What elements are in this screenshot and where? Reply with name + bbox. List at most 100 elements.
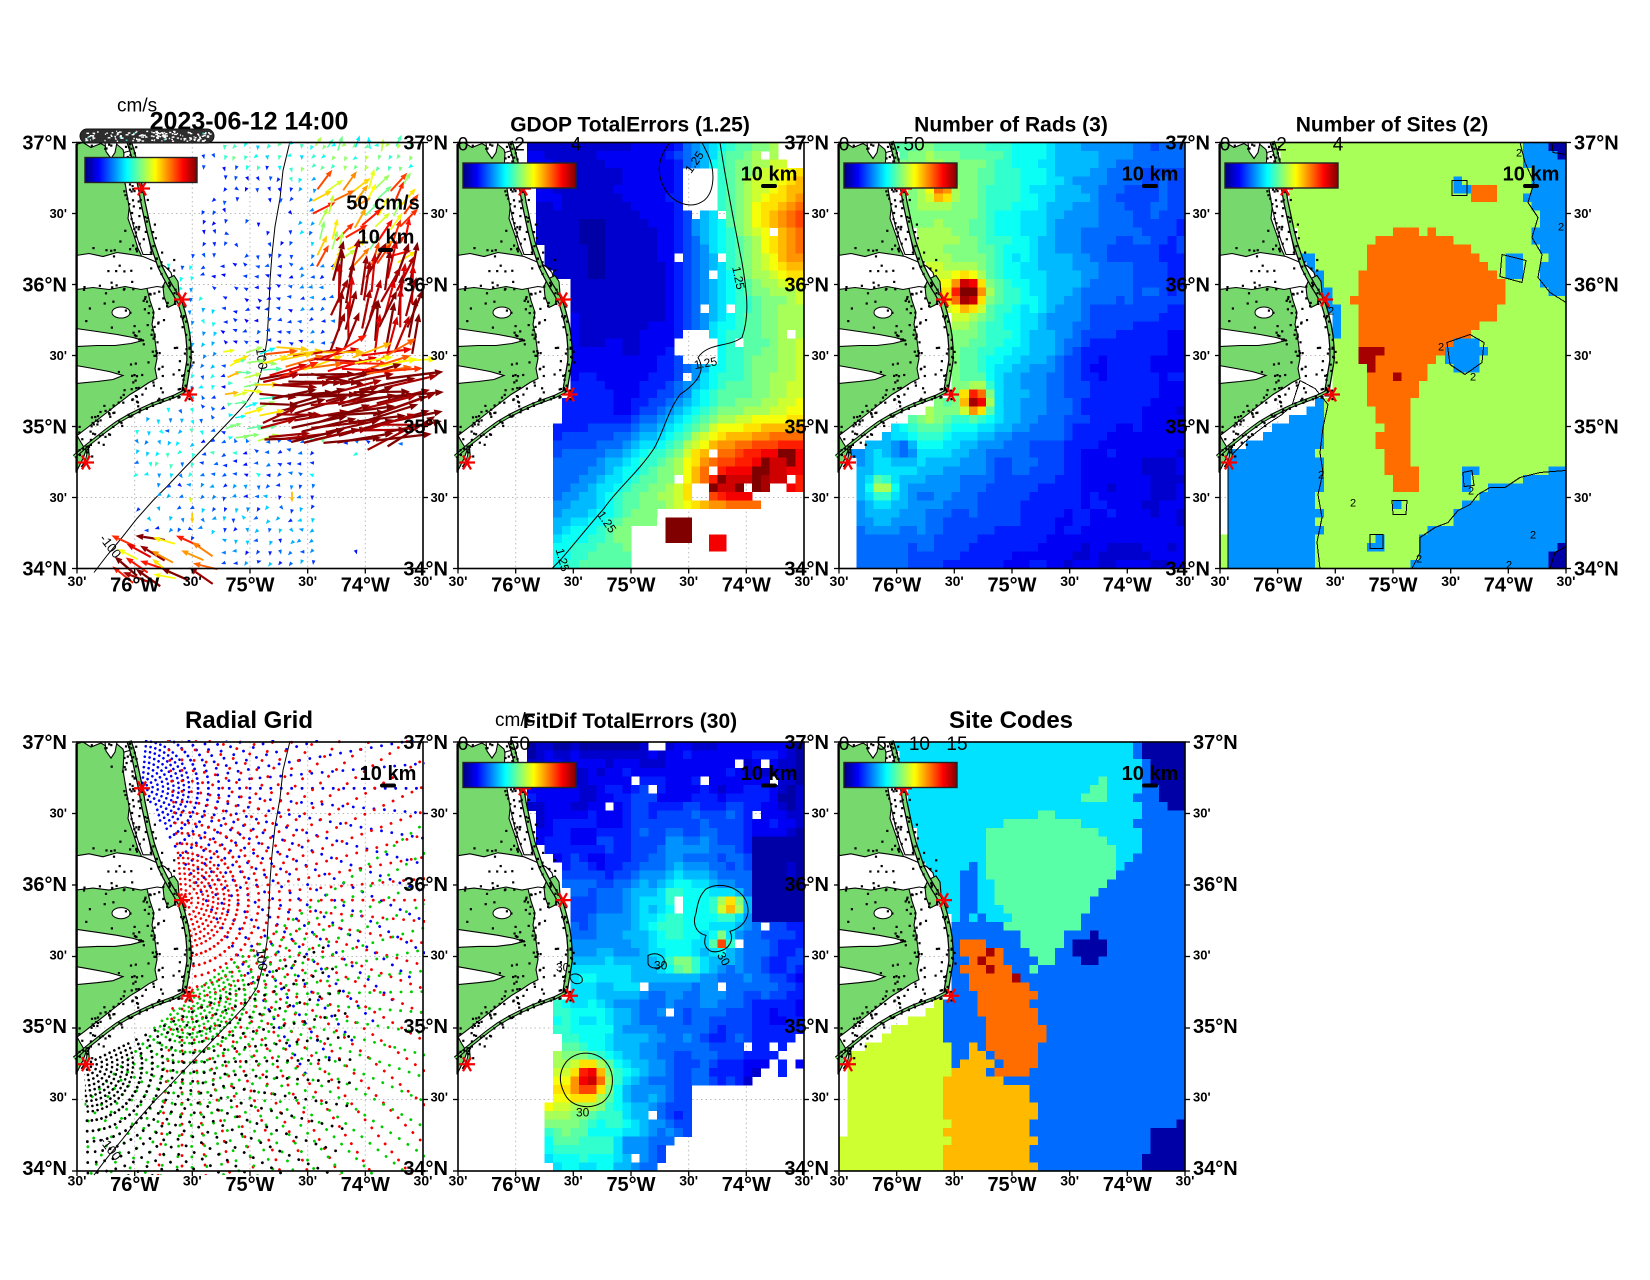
svg-text:30: 30 [654,959,668,973]
svg-text:30': 30' [1176,573,1195,589]
svg-text:30': 30' [1060,573,1079,589]
svg-text:30': 30' [449,573,468,589]
svg-text:10 km: 10 km [1122,763,1179,785]
svg-text:74°W: 74°W [341,575,390,597]
svg-text:37°N: 37°N [403,732,448,754]
svg-text:30': 30' [1192,206,1210,221]
svg-text:1.25: 1.25 [729,265,748,291]
svg-text:30': 30' [68,1173,87,1189]
svg-text:1.25: 1.25 [693,354,719,372]
svg-text:75°W: 75°W [987,1174,1036,1196]
svg-text:30': 30' [564,1173,583,1189]
svg-text:35°N: 35°N [22,1016,67,1038]
svg-text:30': 30' [811,348,829,363]
svg-text:-100: -100 [97,1134,125,1164]
svg-text:36°N: 36°N [784,275,829,297]
svg-text:2: 2 [1470,372,1476,384]
svg-text:74°W: 74°W [722,1174,771,1196]
svg-text:30': 30' [679,1173,698,1189]
svg-text:30': 30' [68,573,87,589]
svg-text:76°W: 76°W [872,575,921,597]
svg-text:Number of Sites (2): Number of Sites (2) [1296,114,1489,137]
svg-text:30': 30' [945,1173,964,1189]
svg-text:30': 30' [298,1173,317,1189]
svg-text:30: 30 [576,1106,590,1120]
svg-text:30: 30 [714,950,733,969]
svg-text:100: 100 [253,948,270,971]
svg-text:4: 4 [1333,135,1344,156]
svg-text:30': 30' [1326,573,1345,589]
svg-text:30': 30' [49,206,67,221]
svg-text:36°N: 36°N [1574,275,1619,297]
svg-text:74°W: 74°W [1484,575,1533,597]
svg-text:30': 30' [1557,573,1576,589]
svg-text:30': 30' [1193,806,1211,821]
svg-text:30': 30' [795,1173,814,1189]
svg-text:4: 4 [571,135,582,156]
svg-text:30': 30' [298,573,317,589]
svg-text:0: 0 [1220,135,1231,156]
svg-text:2: 2 [1506,560,1512,572]
svg-text:2: 2 [1416,554,1422,566]
svg-text:76°W: 76°W [491,1174,540,1196]
svg-text:74°W: 74°W [1103,1174,1152,1196]
svg-text:30': 30' [945,573,964,589]
svg-text:2: 2 [1438,342,1444,354]
svg-text:30': 30' [1192,490,1210,505]
svg-text:30': 30' [49,948,67,963]
svg-text:30': 30' [830,573,849,589]
svg-text:5: 5 [876,734,887,755]
svg-text:37°N: 37°N [403,133,448,155]
svg-text:30': 30' [1192,348,1210,363]
svg-text:GDOP TotalErrors (1.25): GDOP TotalErrors (1.25) [510,114,750,137]
svg-text:36°N: 36°N [1165,275,1210,297]
svg-text:0: 0 [458,135,469,156]
svg-text:30': 30' [811,1090,829,1105]
svg-text:30': 30' [1574,348,1592,363]
svg-text:30': 30' [449,1173,468,1189]
svg-text:74°W: 74°W [1103,575,1152,597]
svg-text:34°N: 34°N [784,559,829,581]
svg-text:30': 30' [1193,1090,1211,1105]
svg-text:2: 2 [1350,498,1356,510]
svg-text:FitDif TotalErrors (30): FitDif TotalErrors (30) [523,710,737,733]
svg-text:50: 50 [509,734,530,755]
svg-text:74°W: 74°W [722,575,771,597]
svg-text:2: 2 [1558,222,1564,234]
svg-text:2: 2 [1328,306,1334,318]
svg-text:30': 30' [1574,490,1592,505]
svg-text:76°W: 76°W [491,575,540,597]
svg-text:30': 30' [1574,206,1592,221]
svg-text:-100: -100 [97,531,125,561]
svg-text:10 km: 10 km [360,763,417,785]
svg-text:30': 30' [1211,573,1230,589]
svg-text:34°N: 34°N [784,1158,829,1180]
svg-text:76°W: 76°W [110,575,159,597]
svg-text:36°N: 36°N [22,275,67,297]
svg-text:30': 30' [1441,573,1460,589]
svg-text:76°W: 76°W [110,1174,159,1196]
svg-text:75°W: 75°W [987,575,1036,597]
svg-text:30': 30' [49,490,67,505]
svg-text:30': 30' [49,348,67,363]
svg-text:10 km: 10 km [741,763,798,785]
svg-text:10 km: 10 km [1503,164,1560,186]
svg-text:75°W: 75°W [606,1174,655,1196]
svg-text:35°N: 35°N [1165,417,1210,439]
svg-text:37°N: 37°N [1574,133,1619,155]
svg-text:35°N: 35°N [22,417,67,439]
svg-text:30': 30' [414,573,433,589]
svg-text:75°W: 75°W [1368,575,1417,597]
svg-text:30': 30' [811,948,829,963]
svg-text:2: 2 [1516,148,1522,160]
svg-text:cm/s: cm/s [495,710,535,731]
svg-text:35°N: 35°N [784,417,829,439]
svg-text:2: 2 [1530,530,1536,542]
svg-text:30': 30' [564,573,583,589]
svg-text:37°N: 37°N [1165,133,1210,155]
svg-text:30': 30' [183,573,202,589]
svg-text:30': 30' [795,573,814,589]
svg-text:76°W: 76°W [872,1174,921,1196]
svg-text:30': 30' [811,806,829,821]
svg-text:36°N: 36°N [784,874,829,896]
